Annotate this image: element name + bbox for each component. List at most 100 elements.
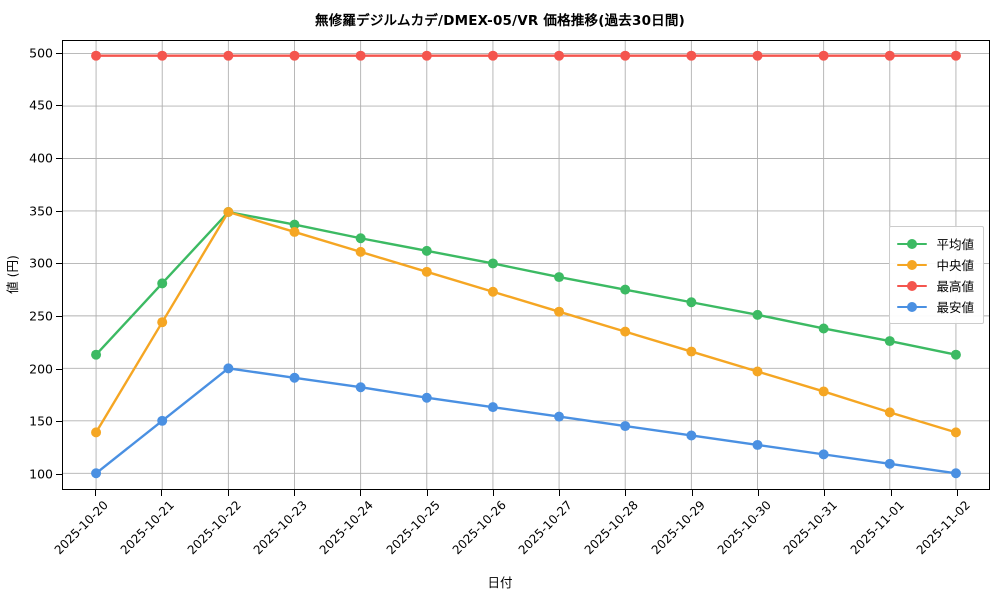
y-tick-label: 150 — [29, 413, 53, 429]
x-tick-mark — [294, 490, 295, 496]
y-tick-label: 500 — [29, 45, 53, 61]
data-point-marker[interactable] — [818, 449, 829, 460]
data-point-marker[interactable] — [752, 439, 763, 450]
data-point-marker[interactable] — [289, 50, 300, 61]
x-tick-label: 2025-10-26 — [449, 498, 509, 558]
data-point-marker[interactable] — [620, 326, 631, 337]
x-tick-label: 2025-11-01 — [847, 498, 907, 558]
x-tick-mark — [758, 490, 759, 496]
data-point-marker[interactable] — [355, 50, 366, 61]
data-point-marker[interactable] — [355, 246, 366, 257]
legend-swatch-icon — [897, 258, 928, 272]
legend-label: 最安値 — [936, 300, 974, 315]
data-point-marker[interactable] — [620, 421, 631, 432]
x-tick-label: 2025-10-24 — [316, 498, 377, 558]
data-point-marker[interactable] — [818, 50, 829, 61]
data-point-marker[interactable] — [91, 50, 102, 61]
data-point-marker[interactable] — [686, 430, 697, 441]
y-axis-tick-labels: 100 150 200 250 300 350 400 450 500 — [0, 40, 53, 490]
grid-lines — [63, 41, 989, 489]
data-point-marker[interactable] — [752, 366, 763, 377]
y-tick-mark — [56, 316, 62, 318]
x-tick-label: 2025-10-31 — [780, 498, 841, 558]
data-point-marker[interactable] — [355, 233, 366, 244]
data-point-marker[interactable] — [950, 50, 961, 61]
data-point-marker[interactable] — [950, 468, 961, 479]
data-point-marker[interactable] — [554, 411, 565, 422]
series-line — [94, 367, 958, 475]
data-point-marker[interactable] — [752, 50, 763, 61]
y-tick-label: 200 — [29, 361, 53, 377]
data-point-marker[interactable] — [818, 386, 829, 397]
chart-title: 無修羅デジルムカデ/DMEX-05/VR 価格推移(過去30日間) — [315, 13, 685, 29]
x-tick-mark — [95, 490, 97, 496]
data-point-marker[interactable] — [487, 258, 498, 269]
data-point-marker[interactable] — [950, 349, 961, 360]
data-point-marker[interactable] — [884, 458, 895, 469]
data-point-marker[interactable] — [91, 349, 102, 360]
data-point-marker[interactable] — [554, 306, 565, 317]
x-tick-label: 2025-10-28 — [582, 498, 642, 558]
data-point-marker[interactable] — [421, 245, 432, 256]
data-point-marker[interactable] — [686, 297, 697, 308]
data-point-marker[interactable] — [620, 50, 631, 61]
y-tick-mark — [56, 52, 62, 54]
y-tick-label: 250 — [29, 308, 53, 324]
legend-label: 中央値 — [936, 258, 974, 273]
data-point-marker[interactable] — [487, 286, 498, 297]
data-point-marker[interactable] — [355, 382, 366, 393]
data-point-marker[interactable] — [223, 207, 234, 217]
data-point-marker[interactable] — [421, 392, 432, 403]
data-point-marker[interactable] — [554, 272, 565, 283]
data-point-marker[interactable] — [223, 50, 234, 61]
y-tick-mark — [56, 474, 62, 476]
data-point-marker[interactable] — [752, 309, 763, 320]
x-tick-label: 2025-10-22 — [184, 498, 244, 558]
series-line — [94, 210, 958, 434]
data-point-marker[interactable] — [487, 402, 498, 413]
data-point-marker[interactable] — [289, 219, 300, 230]
x-tick-label: 2025-10-29 — [648, 498, 708, 558]
data-point-marker[interactable] — [157, 50, 168, 61]
legend-item[interactable]: 最安値 — [897, 296, 974, 317]
legend-item[interactable]: 最高値 — [897, 275, 974, 296]
data-point-marker[interactable] — [157, 415, 168, 426]
data-point-marker[interactable] — [487, 50, 498, 61]
data-point-marker[interactable] — [554, 50, 565, 61]
chart-legend[interactable]: 平均値中央値最高値最安値 — [889, 226, 984, 324]
y-tick-label: 300 — [29, 255, 53, 271]
series-lines — [91, 50, 961, 479]
data-point-marker[interactable] — [289, 372, 300, 383]
data-point-marker[interactable] — [421, 50, 432, 61]
data-point-marker[interactable] — [884, 50, 895, 61]
data-point-marker[interactable] — [91, 427, 102, 438]
data-point-marker[interactable] — [686, 346, 697, 357]
data-point-marker[interactable] — [421, 266, 432, 277]
data-point-marker[interactable] — [620, 284, 631, 295]
x-axis-tick-marks — [62, 490, 990, 498]
y-tick-mark — [56, 421, 62, 423]
data-point-marker[interactable] — [223, 363, 234, 374]
data-point-marker[interactable] — [289, 226, 300, 237]
data-point-marker[interactable] — [157, 278, 168, 289]
x-tick-label: 2025-10-30 — [714, 498, 774, 558]
y-axis-tick-marks — [0, 40, 62, 490]
data-point-marker[interactable] — [91, 468, 102, 479]
legend-item[interactable]: 中央値 — [897, 254, 974, 275]
data-point-marker[interactable] — [884, 336, 895, 347]
legend-item[interactable]: 平均値 — [897, 233, 974, 254]
legend-label: 平均値 — [936, 237, 974, 252]
data-point-marker[interactable] — [818, 323, 829, 334]
x-tick-mark — [890, 490, 892, 496]
y-tick-mark — [56, 263, 62, 265]
x-tick-mark — [492, 490, 494, 496]
legend-swatch-icon — [897, 300, 928, 314]
data-point-marker[interactable] — [884, 407, 895, 418]
data-point-marker[interactable] — [686, 50, 697, 61]
series-line — [94, 210, 958, 356]
data-point-marker[interactable] — [157, 317, 168, 328]
x-tick-label: 2025-10-23 — [250, 498, 310, 558]
x-tick-mark — [691, 490, 693, 496]
data-point-marker[interactable] — [950, 427, 961, 438]
